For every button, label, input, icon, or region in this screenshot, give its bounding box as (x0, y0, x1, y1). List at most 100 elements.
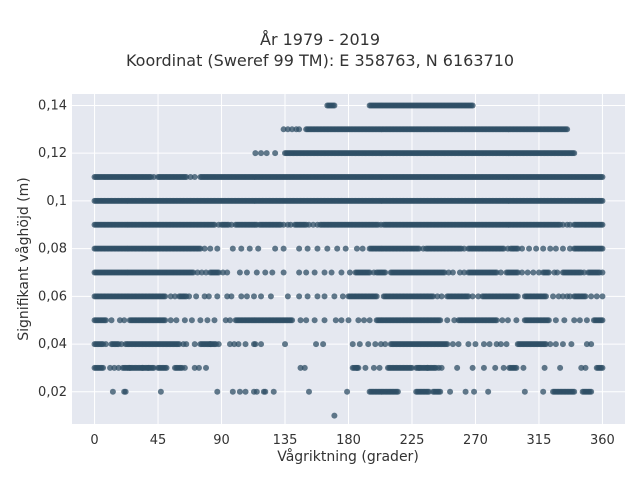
data-point (253, 269, 260, 276)
data-point (366, 317, 373, 324)
data-point (167, 293, 174, 300)
data-point (519, 269, 526, 276)
data-point (465, 293, 472, 300)
data-point (183, 341, 190, 348)
data-point (227, 317, 233, 324)
data-point (583, 341, 590, 348)
data-point (267, 293, 274, 300)
data-point (441, 269, 448, 276)
data-point (280, 126, 287, 133)
data-point (187, 174, 194, 181)
data-point (513, 317, 520, 324)
data-point (272, 150, 279, 157)
data-point (469, 293, 476, 300)
data-point (456, 269, 463, 276)
data-point (236, 269, 243, 276)
data-point (566, 293, 573, 300)
data-point (469, 364, 476, 371)
data-point (304, 245, 311, 252)
x-axis-title: Vågriktning (grader) (277, 448, 419, 465)
data-point (571, 317, 578, 324)
data-point (296, 269, 303, 276)
data-point (514, 293, 521, 300)
data-point (469, 102, 476, 109)
data-point (121, 317, 128, 324)
data-point (252, 341, 259, 348)
data-point (284, 293, 291, 300)
data-point (243, 269, 250, 276)
data-point (126, 364, 133, 371)
data-point (504, 317, 511, 324)
data-point (582, 364, 589, 371)
data-point (425, 388, 432, 395)
data-point (346, 269, 353, 276)
data-point (238, 293, 245, 300)
data-point (150, 174, 157, 181)
data-point (568, 341, 575, 348)
data-point (207, 341, 214, 348)
data-point (107, 364, 114, 371)
data-point (365, 341, 372, 348)
data-point (382, 269, 389, 276)
data-points (91, 102, 606, 419)
x-tick-label: 270 (463, 433, 488, 448)
data-point (311, 317, 318, 324)
data-point (109, 388, 116, 395)
data-point (559, 245, 566, 252)
data-point (559, 293, 566, 300)
data-point (205, 293, 212, 300)
data-point (475, 293, 482, 300)
data-point (377, 341, 384, 348)
data-point (588, 388, 595, 395)
data-point (499, 317, 506, 324)
data-point (195, 364, 202, 371)
data-point (324, 245, 331, 252)
data-point (111, 364, 118, 371)
data-point (303, 269, 310, 276)
data-point (253, 388, 260, 395)
data-point (122, 388, 129, 395)
data-point (115, 364, 122, 371)
data-point (359, 245, 366, 252)
data-point (282, 341, 289, 348)
data-point (194, 269, 201, 276)
data-point (224, 293, 231, 300)
data-point (552, 317, 559, 324)
data-point (547, 341, 554, 348)
data-point (339, 293, 346, 300)
data-point (328, 269, 335, 276)
x-tick-label: 225 (400, 433, 425, 448)
data-point (552, 245, 559, 252)
data-point (227, 341, 233, 348)
data-point (310, 221, 317, 228)
data-point (314, 245, 321, 252)
data-point (331, 293, 338, 300)
data-point (559, 341, 566, 348)
data-point (394, 388, 401, 395)
data-point (258, 341, 265, 348)
data-point (313, 341, 320, 348)
data-point (581, 269, 588, 276)
data-point (219, 269, 226, 276)
data-point (543, 341, 549, 348)
data-point (582, 293, 589, 300)
data-point (552, 341, 559, 348)
data-point (181, 364, 188, 371)
data-point (543, 293, 549, 300)
data-point (550, 293, 557, 300)
data-point (444, 341, 451, 348)
data-point (252, 150, 259, 157)
data-point (455, 341, 462, 348)
data-point (183, 174, 190, 181)
data-point (280, 221, 287, 228)
data-point (353, 364, 360, 371)
data-point (535, 269, 542, 276)
data-point (255, 245, 262, 252)
data-point (314, 293, 321, 300)
data-point (370, 364, 377, 371)
data-point (471, 388, 478, 395)
data-point (157, 388, 164, 395)
y-tick-label: 0,14 (38, 98, 67, 113)
data-point (521, 388, 528, 395)
